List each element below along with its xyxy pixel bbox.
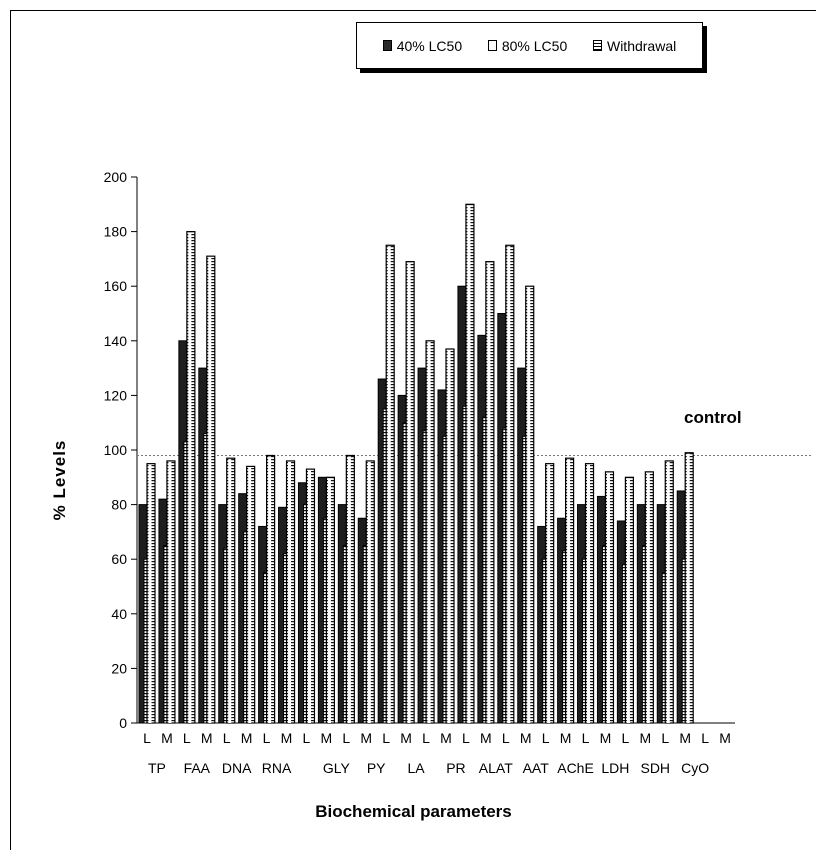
group-label: DNA [222, 760, 252, 776]
x-tick-label: L [422, 730, 430, 746]
bar-80-lc50-highlight [467, 205, 471, 724]
y-tick-label: 200 [104, 169, 128, 185]
x-tick-label: M [480, 730, 492, 746]
x-tick-label: M [440, 730, 452, 746]
legend-swatch-light [487, 40, 497, 51]
group-label: ALAT [479, 760, 513, 776]
x-tick-label: L [502, 730, 510, 746]
legend-label: 80% LC50 [501, 37, 568, 54]
bar-80-lc50-highlight [268, 456, 272, 723]
group-label: LDH [601, 760, 629, 776]
bar-80-lc50-highlight [208, 257, 212, 723]
bar-80-lc50-highlight [387, 246, 391, 723]
y-tick-label: 100 [104, 442, 128, 458]
legend-item-40-lc50: 40% LC50 [382, 37, 463, 54]
bar-80-lc50-highlight [427, 341, 431, 723]
bar-80-lc50-highlight [148, 464, 152, 723]
group-label: LA [408, 760, 426, 776]
x-tick-label: L [462, 730, 470, 746]
group-label: AAT [523, 760, 550, 776]
figure-frame [10, 10, 816, 850]
x-tick-label: M [241, 730, 253, 746]
legend-swatch-dark [382, 40, 392, 51]
bar-80-lc50-highlight [606, 472, 610, 723]
group-label: GLY [323, 760, 351, 776]
bar-80-lc50-highlight [248, 467, 252, 723]
bar-80-lc50-highlight [626, 478, 630, 723]
bar-80-lc50-highlight [228, 459, 232, 723]
legend-swatch-hatch [592, 40, 602, 51]
bar-80-lc50-highlight [307, 470, 311, 723]
y-tick-label: 160 [104, 278, 128, 294]
control-line-label: control [684, 408, 742, 427]
group-label: PR [446, 760, 465, 776]
y-tick-label: 0 [119, 715, 127, 731]
x-tick-label: M [360, 730, 372, 746]
legend-item-withdrawal: Withdrawal [592, 37, 677, 54]
y-tick-label: 60 [111, 551, 127, 567]
bar-80-lc50-highlight [188, 232, 192, 723]
group-label: PY [367, 760, 386, 776]
x-tick-label: L [661, 730, 669, 746]
x-tick-label: L [582, 730, 590, 746]
group-label: FAA [184, 760, 211, 776]
bar-80-lc50-highlight [168, 461, 172, 723]
bar-80-lc50-highlight [507, 246, 511, 723]
legend-label: Withdrawal [606, 37, 677, 54]
group-label: CyO [681, 760, 709, 776]
y-tick-label: 120 [104, 387, 128, 403]
group-label: TP [148, 760, 166, 776]
x-tick-label: L [701, 730, 709, 746]
y-axis-label: % Levels [50, 439, 69, 521]
x-tick-label: L [542, 730, 550, 746]
group-label: AChE [557, 760, 594, 776]
bar-80-lc50-highlight [367, 461, 371, 723]
bar-80-lc50-highlight [666, 461, 670, 723]
x-tick-label: L [143, 730, 151, 746]
x-tick-label: M [719, 730, 731, 746]
legend-label: 40% LC50 [396, 37, 463, 54]
x-tick-label: L [382, 730, 390, 746]
x-tick-label: M [161, 730, 173, 746]
bar-80-lc50-highlight [527, 287, 531, 723]
x-tick-label: M [520, 730, 532, 746]
group-label: SDH [640, 760, 670, 776]
x-tick-label: L [342, 730, 350, 746]
bar-80-lc50-highlight [587, 464, 591, 723]
x-tick-label: M [679, 730, 691, 746]
y-tick-label: 40 [111, 606, 127, 622]
bar-80-lc50-highlight [686, 453, 690, 723]
legend-item-80-lc50: 80% LC50 [487, 37, 568, 54]
bar-80-lc50-highlight [327, 478, 331, 723]
y-tick-label: 80 [111, 497, 127, 513]
bar-80-lc50-highlight [288, 461, 292, 723]
bar-80-lc50-highlight [347, 456, 351, 723]
bar-80-lc50-highlight [646, 472, 650, 723]
y-tick-label: 180 [104, 224, 128, 240]
x-tick-label: L [263, 730, 271, 746]
group-label: RNA [262, 760, 292, 776]
x-tick-label: M [600, 730, 612, 746]
x-tick-label: M [400, 730, 412, 746]
x-tick-label: L [303, 730, 311, 746]
x-tick-label: M [639, 730, 651, 746]
x-tick-label: M [560, 730, 572, 746]
x-axis-label: Biochemical parameters [315, 802, 512, 821]
bar-80-lc50-highlight [567, 459, 571, 723]
x-tick-label: M [321, 730, 333, 746]
x-tick-label: M [201, 730, 213, 746]
bar-80-lc50-highlight [487, 262, 491, 723]
bar-80-lc50-highlight [447, 349, 451, 723]
legend: 40% LC50 80% LC50 Withdrawal [356, 22, 703, 69]
x-tick-label: M [281, 730, 293, 746]
bar-80-lc50-highlight [547, 464, 551, 723]
x-tick-label: L [621, 730, 629, 746]
y-tick-label: 20 [111, 660, 127, 676]
x-tick-label: L [183, 730, 191, 746]
y-tick-label: 140 [104, 333, 128, 349]
bar-80-lc50-highlight [407, 262, 411, 723]
x-tick-label: L [223, 730, 231, 746]
